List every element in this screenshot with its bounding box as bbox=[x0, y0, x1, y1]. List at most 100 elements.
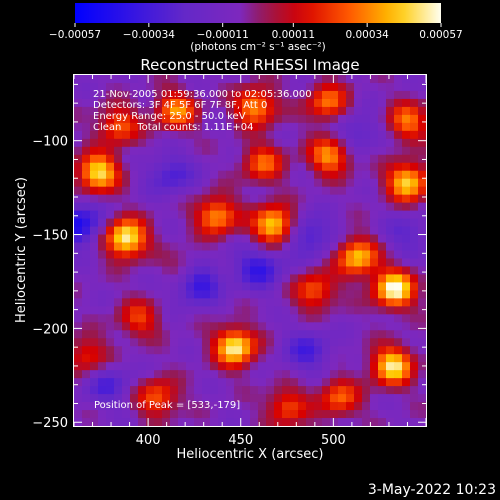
heatmap-cell bbox=[314, 82, 323, 92]
heatmap-cell bbox=[170, 114, 179, 124]
heatmap-cell bbox=[146, 90, 155, 100]
heatmap-cell bbox=[266, 114, 275, 124]
heatmap-cell bbox=[114, 146, 123, 156]
heatmap-cell bbox=[410, 170, 419, 180]
heatmap-cell bbox=[298, 154, 307, 164]
heatmap-cell bbox=[354, 418, 363, 427]
heatmap-cell bbox=[234, 186, 243, 196]
heatmap-cell bbox=[290, 410, 299, 419]
x-tick-label: 450 bbox=[228, 433, 253, 448]
heatmap-cell bbox=[362, 386, 371, 395]
heatmap-cell bbox=[218, 410, 227, 419]
heatmap-cell bbox=[162, 298, 171, 307]
heatmap-cell bbox=[330, 346, 339, 355]
heatmap-cell bbox=[154, 298, 163, 307]
heatmap-cell bbox=[274, 138, 283, 148]
heatmap-cell bbox=[386, 75, 395, 84]
heatmap-cell bbox=[298, 114, 307, 124]
heatmap-cell bbox=[154, 114, 163, 124]
heatmap-cell bbox=[418, 314, 427, 323]
heatmap-cell bbox=[410, 226, 419, 236]
heatmap-cell bbox=[178, 258, 187, 268]
heatmap-cell bbox=[290, 274, 299, 284]
heatmap-cell bbox=[226, 202, 235, 212]
heatmap-cell bbox=[210, 314, 219, 323]
heatmap-cell bbox=[82, 154, 91, 164]
heatmap-cell bbox=[314, 322, 323, 331]
heatmap-cell bbox=[258, 386, 267, 395]
heatmap-cell bbox=[378, 298, 387, 307]
heatmap-cell bbox=[394, 338, 403, 347]
heatmap-cell bbox=[186, 90, 195, 100]
heatmap-cell bbox=[106, 314, 115, 323]
heatmap-cell bbox=[202, 210, 211, 220]
heatmap-cell bbox=[258, 258, 267, 268]
heatmap-cell bbox=[234, 226, 243, 236]
heatmap-cell bbox=[122, 146, 131, 156]
heatmap-cell bbox=[346, 378, 355, 387]
heatmap-cell bbox=[234, 418, 243, 427]
heatmap-cell bbox=[354, 234, 363, 244]
heatmap-cell bbox=[282, 322, 291, 331]
heatmap-cell bbox=[298, 234, 307, 244]
info-line-energy: Energy Range: 25.0 - 50.0 keV bbox=[93, 111, 246, 122]
heatmap-cell bbox=[194, 226, 203, 236]
plot-frame bbox=[73, 74, 427, 427]
heatmap-cell bbox=[74, 90, 83, 100]
heatmap-cell bbox=[162, 186, 171, 196]
heatmap-cell bbox=[178, 242, 187, 252]
heatmap-cell bbox=[74, 362, 83, 371]
heatmap-cells bbox=[74, 75, 427, 427]
heatmap-cell bbox=[386, 322, 395, 331]
x-tick-label: 400 bbox=[136, 433, 161, 448]
heatmap-cell bbox=[130, 370, 139, 379]
heatmap-cell bbox=[210, 402, 219, 411]
heatmap-cell bbox=[218, 178, 227, 188]
heatmap-cell bbox=[290, 370, 299, 379]
heatmap-cell bbox=[354, 186, 363, 196]
heatmap-cell bbox=[322, 90, 331, 100]
heatmap-cell bbox=[282, 362, 291, 371]
heatmap-cell bbox=[106, 394, 115, 403]
heatmap-cell bbox=[362, 394, 371, 403]
heatmap-cell bbox=[338, 162, 347, 172]
heatmap-cell bbox=[362, 266, 371, 276]
heatmap-cell bbox=[266, 234, 275, 244]
heatmap-cell bbox=[386, 106, 395, 116]
heatmap-cell bbox=[138, 338, 147, 347]
heatmap-cell bbox=[154, 154, 163, 164]
heatmap-cell bbox=[170, 186, 179, 196]
heatmap-cell bbox=[170, 410, 179, 419]
heatmap-cell bbox=[410, 306, 419, 315]
heatmap-cell bbox=[138, 346, 147, 355]
heatmap-cell bbox=[226, 386, 235, 395]
heatmap-cell bbox=[210, 90, 219, 100]
heatmap-cell bbox=[394, 178, 403, 188]
heatmap-cell bbox=[410, 234, 419, 244]
heatmap-cell bbox=[218, 226, 227, 236]
heatmap-cell bbox=[74, 162, 83, 172]
heatmap-cell bbox=[130, 75, 139, 84]
heatmap-cell bbox=[186, 130, 195, 140]
heatmap-cell bbox=[122, 418, 131, 427]
heatmap-cell bbox=[282, 234, 291, 244]
heatmap-cell bbox=[322, 314, 331, 323]
heatmap-cell bbox=[354, 170, 363, 180]
heatmap-cell bbox=[386, 330, 395, 339]
heatmap-cell bbox=[402, 346, 411, 355]
heatmap-cell bbox=[170, 82, 179, 92]
heatmap-cell bbox=[194, 362, 203, 371]
heatmap-cell bbox=[122, 226, 131, 236]
heatmap-cell bbox=[170, 154, 179, 164]
heatmap-cell bbox=[274, 146, 283, 156]
heatmap-cell bbox=[290, 338, 299, 347]
heatmap-cell bbox=[274, 266, 283, 276]
heatmap-cell bbox=[354, 178, 363, 188]
heatmap-cell bbox=[314, 210, 323, 220]
heatmap-cell bbox=[242, 226, 251, 236]
heatmap-cell bbox=[386, 194, 395, 204]
heatmap-cell bbox=[186, 186, 195, 196]
heatmap-cell bbox=[218, 75, 227, 84]
heatmap-cell bbox=[274, 370, 283, 379]
heatmap-cell bbox=[90, 386, 99, 395]
